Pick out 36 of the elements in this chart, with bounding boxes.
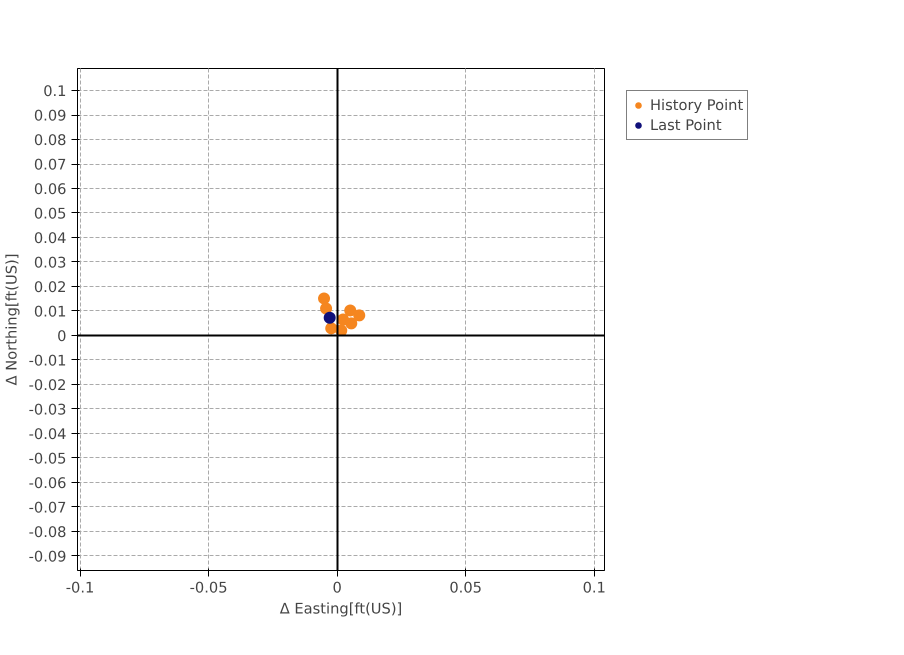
y-tick-label: 0.04 xyxy=(34,230,67,247)
y-tick-label: 0.01 xyxy=(34,303,67,320)
y-tick-label: -0.05 xyxy=(28,450,66,468)
y-tick-label: 0.06 xyxy=(34,180,67,198)
y-tick-label: 0.08 xyxy=(34,132,67,150)
x-tick-label: 0.05 xyxy=(449,580,482,596)
y-tick-label: 0.02 xyxy=(34,278,67,296)
legend-label: Last Point xyxy=(650,116,722,134)
y-tick-label: 0.09 xyxy=(34,108,67,125)
y-tick-label: -0.08 xyxy=(28,524,66,541)
y-tick-label: -0.03 xyxy=(28,401,66,418)
y-tick-label: 0.07 xyxy=(34,156,67,174)
x-tick-label: 0 xyxy=(332,580,342,596)
y-tick-label: -0.04 xyxy=(28,426,66,443)
legend-label: History Point xyxy=(650,96,744,114)
y-tick-label: 0.03 xyxy=(34,254,67,272)
point xyxy=(345,317,358,330)
y-tick-label: -0.06 xyxy=(28,474,66,492)
y-tick-label: 0.1 xyxy=(43,83,67,100)
point xyxy=(318,292,330,304)
y-tick-label: -0.02 xyxy=(28,376,66,394)
y-tick-label: 0.05 xyxy=(34,205,67,222)
point xyxy=(324,312,336,324)
y-tick-label: -0.07 xyxy=(28,499,66,516)
point xyxy=(344,304,356,316)
y-axis-title: Δ Northing[ft(US)] xyxy=(4,254,21,386)
point xyxy=(320,302,332,314)
y-tick-label: -0.09 xyxy=(28,548,66,566)
x-tick-label: -0.1 xyxy=(66,580,94,596)
y-tick-label: -0.01 xyxy=(28,352,66,370)
x-tick-label: -0.05 xyxy=(190,580,228,596)
x-tick-label: 0.1 xyxy=(582,580,606,596)
point xyxy=(325,322,338,334)
point xyxy=(353,309,366,322)
x-axis-title: Δ Easting[ft(US)] xyxy=(280,600,402,618)
y-tick-label: 0 xyxy=(57,328,67,345)
